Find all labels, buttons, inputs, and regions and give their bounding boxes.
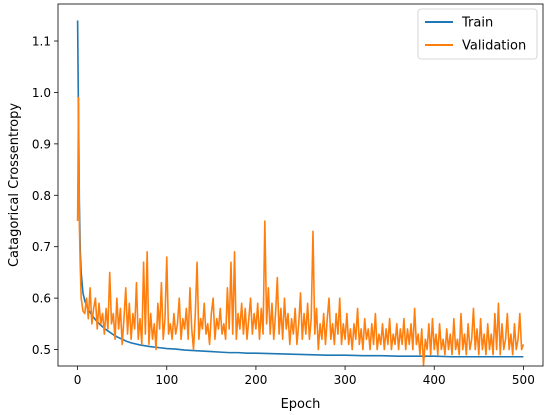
y-tick-label: 0.5 [32, 343, 51, 357]
x-tick-label: 200 [244, 373, 267, 387]
legend: Train Validation [417, 8, 538, 60]
x-axis: 0 100 200 300 400 500 [74, 366, 535, 387]
legend-label-train: Train [461, 16, 493, 31]
y-tick-label: 0.6 [32, 292, 51, 306]
x-tick-label: 0 [74, 373, 82, 387]
x-axis-title: Epoch [281, 397, 321, 412]
y-tick-label: 0.7 [32, 240, 51, 254]
series-line-validation [76, 96, 525, 366]
y-tick-label: 0.8 [32, 189, 51, 203]
legend-label-validation: Validation [462, 39, 526, 54]
y-tick-label: 1.1 [32, 35, 51, 49]
x-tick-label: 100 [155, 373, 178, 387]
y-axis-title: Catagorical Crossentropy [7, 103, 22, 267]
plot-area [76, 20, 525, 366]
x-tick-label: 400 [423, 373, 446, 387]
y-tick-label: 1.0 [32, 86, 51, 100]
axes-frame [57, 3, 544, 367]
y-tick-label: 0.9 [32, 137, 51, 151]
x-tick-label: 300 [334, 373, 357, 387]
x-tick-label: 500 [512, 373, 535, 387]
y-axis: 0.5 0.6 0.7 0.8 0.9 1.0 1.1 [32, 35, 58, 357]
